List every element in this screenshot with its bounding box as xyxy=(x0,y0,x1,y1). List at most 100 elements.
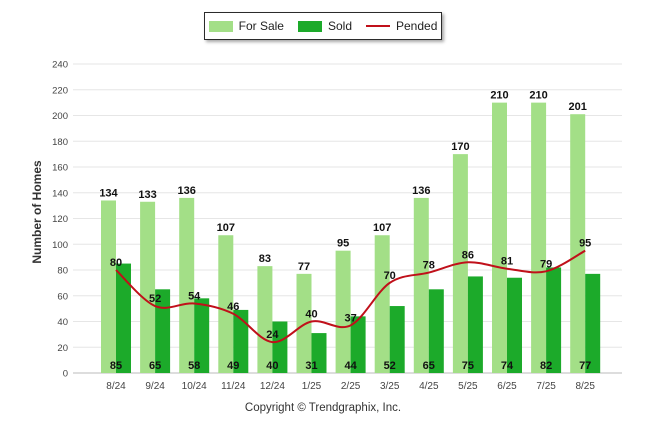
pended-series-line xyxy=(115,249,586,344)
for-sale-value-label: 107 xyxy=(217,222,235,234)
y-tick-label: 120 xyxy=(52,214,68,225)
legend-label-pended: Pended xyxy=(396,19,438,33)
for-sale-bar xyxy=(101,200,116,373)
x-tick-label: 3/25 xyxy=(380,381,400,392)
sold-value-label: 75 xyxy=(462,360,474,372)
y-tick-label: 160 xyxy=(52,163,68,174)
sold-bar xyxy=(389,306,405,373)
x-tick-label: 6/25 xyxy=(497,381,517,392)
legend-label-sold: Sold xyxy=(327,19,352,33)
sold-bar xyxy=(507,277,522,373)
x-tick-label: 5/25 xyxy=(458,381,478,392)
sold-bar xyxy=(350,316,366,373)
pended-value-label: 81 xyxy=(501,256,513,268)
pended-value-label: 37 xyxy=(344,312,356,324)
sold-value-label: 44 xyxy=(344,360,357,372)
sold-bar xyxy=(233,309,249,373)
sold-value-label: 77 xyxy=(579,360,591,372)
sold-bar xyxy=(428,289,444,373)
sold-value-label: 40 xyxy=(266,360,278,372)
legend-swatch-sold xyxy=(297,20,322,32)
legend-item-pended[interactable]: Pended xyxy=(366,19,437,33)
y-tick-label: 200 xyxy=(52,111,68,122)
sold-value-label: 58 xyxy=(188,360,200,372)
pended-value-label: 80 xyxy=(110,257,122,269)
for-sale-value-label: 136 xyxy=(178,185,196,197)
for-sale-value-label: 133 xyxy=(138,189,156,201)
for-sale-value-label: 77 xyxy=(298,261,310,273)
sold-value-label: 85 xyxy=(110,360,122,372)
pended-value-label: 70 xyxy=(384,270,396,282)
pended-line xyxy=(115,249,586,344)
x-tick-label: 8/25 xyxy=(575,381,595,392)
pended-value-label: 86 xyxy=(462,249,474,261)
sold-value-label: 31 xyxy=(305,360,317,372)
x-tick-label: 4/25 xyxy=(419,381,439,392)
for-sale-value-label: 134 xyxy=(99,187,118,199)
y-tick-label: 240 xyxy=(52,60,68,71)
copyright-text: Copyright © Trendgraphix, Inc. xyxy=(244,402,402,414)
y-axis-ticks: 0 20 40 60 80 100 120 140 160 180 200 220 240 xyxy=(52,60,68,380)
legend-item-sold[interactable]: Sold xyxy=(297,19,352,33)
sold-bar xyxy=(116,263,131,373)
pended-value-label: 24 xyxy=(266,329,279,341)
y-tick-label: 220 xyxy=(52,85,68,96)
legend-label-for-sale: For Sale xyxy=(238,19,284,33)
for-sale-bar xyxy=(413,197,429,373)
legend: For Sale Sold Pended xyxy=(204,12,442,40)
y-tick-label: 100 xyxy=(52,240,68,251)
x-tick-label: 1/25 xyxy=(302,381,322,392)
pended-value-label: 95 xyxy=(579,238,591,250)
for-sale-bar xyxy=(335,250,351,373)
pended-value-label: 40 xyxy=(305,309,317,321)
y-tick-label: 0 xyxy=(63,369,68,380)
sold-value-label: 82 xyxy=(540,360,552,372)
x-tick-label: 10/24 xyxy=(182,381,207,392)
for-sale-bar xyxy=(218,235,234,373)
data-labels: 134 85 80 133 65 52 136 58 54 107 49 46 83 40 24 77 31 40… xyxy=(99,90,591,372)
sold-bar xyxy=(311,333,327,373)
pended-value-label: 54 xyxy=(188,290,201,302)
x-tick-label: 2/25 xyxy=(341,381,361,392)
legend-swatch-pended xyxy=(366,25,390,27)
for-sale-bar xyxy=(179,197,195,373)
x-tick-label: 11/24 xyxy=(221,381,246,392)
for-sale-bar xyxy=(531,102,547,373)
for-sale-value-label: 170 xyxy=(451,141,469,153)
pended-value-label: 46 xyxy=(227,301,239,313)
legend-item-for-sale[interactable]: For Sale xyxy=(208,19,284,33)
sold-bar xyxy=(585,273,601,373)
sold-bar xyxy=(546,267,562,373)
for-sale-bar xyxy=(257,266,273,373)
x-tick-label: 7/25 xyxy=(536,381,556,392)
pended-value-label: 78 xyxy=(423,260,435,272)
for-sale-bar xyxy=(492,102,507,373)
for-sale-value-label: 210 xyxy=(529,90,547,102)
y-tick-label: 140 xyxy=(52,188,68,199)
sold-value-label: 65 xyxy=(149,360,161,372)
for-sale-value-label: 107 xyxy=(373,222,391,234)
sold-bar xyxy=(272,321,288,373)
sold-value-label: 65 xyxy=(423,360,435,372)
x-tick-label: 12/24 xyxy=(260,381,285,392)
sold-bar xyxy=(467,276,483,373)
y-tick-label: 40 xyxy=(57,317,68,328)
sold-value-label: 74 xyxy=(501,360,514,372)
for-sale-bar xyxy=(374,235,390,373)
for-sale-value-label: 136 xyxy=(412,185,430,197)
x-tick-label: 9/24 xyxy=(145,381,165,392)
sold-bar xyxy=(155,289,171,373)
y-tick-label: 180 xyxy=(52,137,68,148)
y-tick-label: 20 xyxy=(57,343,68,354)
pended-value-label: 52 xyxy=(149,293,161,305)
y-tick-label: 80 xyxy=(57,266,68,277)
for-sale-value-label: 210 xyxy=(490,90,508,102)
y-tick-label: 60 xyxy=(57,291,68,302)
legend-swatch-for-sale xyxy=(208,20,233,32)
for-sale-bar xyxy=(140,201,156,373)
x-axis-ticks: 8/24 9/24 10/24 11/24 12/24 1/25 2/25 3/25 4/25 5… xyxy=(106,381,595,392)
for-sale-value-label: 201 xyxy=(569,101,587,113)
sold-value-label: 52 xyxy=(384,360,396,372)
for-sale-bar xyxy=(296,273,312,373)
